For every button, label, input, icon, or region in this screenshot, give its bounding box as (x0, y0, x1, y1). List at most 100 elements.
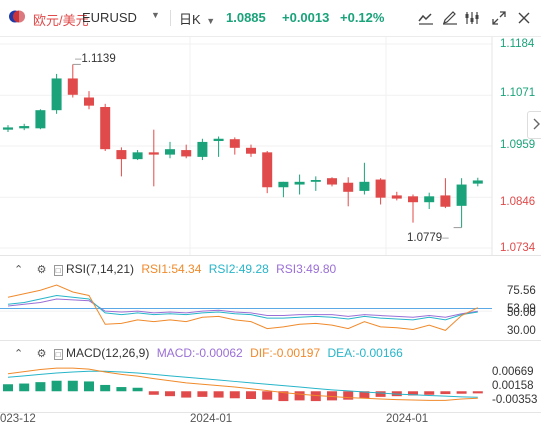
x-axis-line (0, 412, 541, 413)
macd-histogram-bar (229, 391, 240, 399)
candle-body (359, 181, 370, 191)
macd-histogram-bar (84, 381, 94, 392)
visibility-icon[interactable]: □ (53, 265, 63, 276)
rsi-axis-mid: 50.00 (507, 307, 536, 319)
rsi2-value: RSI2:49.28 (208, 262, 269, 276)
candle-body (3, 127, 13, 130)
collapse-icon[interactable]: ⌃ (14, 264, 24, 276)
symbol-code[interactable]: EURUSD (82, 10, 137, 25)
macd-axis-bottom: -0.00353 (492, 394, 538, 406)
macd-histogram-bar (3, 384, 13, 392)
macd-histogram-bar (100, 384, 111, 392)
high-price: 1.1139 (81, 53, 116, 65)
macd-histogram-bar (375, 391, 386, 397)
macd-histogram-bar (67, 380, 78, 392)
macd-histogram-bar (246, 391, 256, 399)
price-label-2: 1.1071 (500, 87, 536, 99)
macd-axis-mid: 0.00158 (492, 380, 534, 392)
macd-histogram-bar (19, 383, 30, 392)
candle-body (229, 139, 240, 148)
candle-body (132, 152, 143, 160)
macd-histogram-bar (165, 391, 175, 397)
price-label-3: 1.0959 (500, 139, 536, 151)
collapse-icon[interactable]: ⌃ (14, 348, 24, 360)
candle-body (391, 195, 402, 199)
candle-body (294, 181, 305, 185)
macd-histogram-bar (424, 391, 435, 395)
high-marker-label: –1.1139 (75, 53, 116, 65)
visibility-icon[interactable]: □ (53, 349, 63, 360)
candle-body (148, 152, 159, 155)
macd-histogram-bar (262, 391, 273, 400)
macd-histogram-bar (310, 391, 321, 402)
rsi-title: RSI(7,14,21) (65, 262, 135, 276)
candle-body (472, 180, 483, 184)
macd-title: MACD(12,26,9) (65, 346, 150, 360)
line-chart-icon[interactable] (418, 11, 434, 25)
candle-body (100, 107, 111, 150)
candle-body (262, 152, 273, 188)
price-gridlines (0, 37, 492, 255)
period-label: 日K (179, 12, 201, 27)
macd-chart (3, 367, 483, 402)
rsi1-value: RSI1:54.34 (141, 262, 202, 276)
macd-histogram-bar (132, 387, 143, 392)
candle-body (19, 126, 30, 129)
macd-histogram-bar (213, 391, 224, 398)
rsi-legend: ⌃ ⚙ □ RSI(7,14,21) RSI1:54.34 RSI2:49.28… (14, 262, 336, 276)
candles (3, 63, 483, 229)
symbol-name[interactable]: 欧元/美元 (33, 13, 89, 28)
candle-body (278, 181, 289, 188)
rsi-axis-bottom: 30.00 (507, 325, 536, 337)
rsi3-value: RSI3:49.80 (276, 262, 337, 276)
period-selector[interactable]: 日K ▼ (179, 9, 215, 28)
candle-body (197, 141, 208, 157)
price-label-top: 1.1184 (500, 38, 535, 50)
macd-histogram-bar (51, 380, 62, 392)
candle-body (456, 184, 467, 206)
candle-body (213, 138, 224, 142)
candle-body (408, 196, 418, 203)
close-icon[interactable] (517, 11, 531, 25)
macd-histogram-bar (197, 391, 208, 397)
candle-body (327, 178, 337, 185)
dif-value: DIF:-0.00197 (250, 346, 321, 360)
dif-line (7, 367, 478, 401)
rsi-axis-top: 75.56 (507, 285, 536, 297)
candle-body (343, 182, 354, 192)
candle-body (84, 97, 94, 106)
price-change-pct: +0.12% (340, 10, 385, 25)
candle-body (310, 180, 321, 182)
sidebar-toggle[interactable] (527, 111, 541, 139)
candle-body (375, 179, 386, 198)
price-label-bottom: 1.0734 (500, 242, 536, 254)
macd-histogram-bar (456, 391, 467, 394)
candle-body (67, 78, 78, 95)
macd-histogram-bar (294, 391, 305, 401)
candle-body (181, 150, 192, 157)
macd-histogram-bar (35, 382, 46, 392)
candlestick-chart[interactable] (0, 37, 541, 255)
macd-legend: ⌃ ⚙ □ MACD(12,26,9) MACD:-0.00062 DIF:-0… (14, 346, 403, 360)
macd-histogram-bar (327, 391, 337, 401)
draw-tool-icon[interactable] (442, 11, 458, 25)
top-bar: 欧元/美元 EURUSD ▼ 日K ▼ 1.0885 +0.0013 +0.12… (0, 0, 541, 37)
x-label-3: 2024-01 (386, 413, 429, 425)
macd-histogram-bar (408, 391, 418, 396)
rsi-chart (0, 284, 492, 331)
settings-icon[interactable]: ⚙ (36, 348, 47, 360)
expand-icon[interactable] (492, 11, 506, 25)
rsi-axis-overlap: 53.09 (507, 303, 536, 315)
eu-us-flag-icon (9, 10, 25, 23)
candle-body (246, 147, 256, 154)
panel-divider (0, 340, 541, 341)
indicator-settings-icon[interactable] (464, 11, 480, 25)
rsi1-line (7, 284, 479, 331)
last-price: 1.0885 (226, 10, 266, 25)
chevron-down-icon[interactable]: ▼ (151, 10, 160, 20)
settings-icon[interactable]: ⚙ (36, 264, 47, 276)
candle-body (165, 149, 175, 155)
macd-value: MACD:-0.00062 (156, 346, 243, 360)
macd-histogram-bar (343, 391, 354, 400)
candle-body (440, 195, 451, 207)
